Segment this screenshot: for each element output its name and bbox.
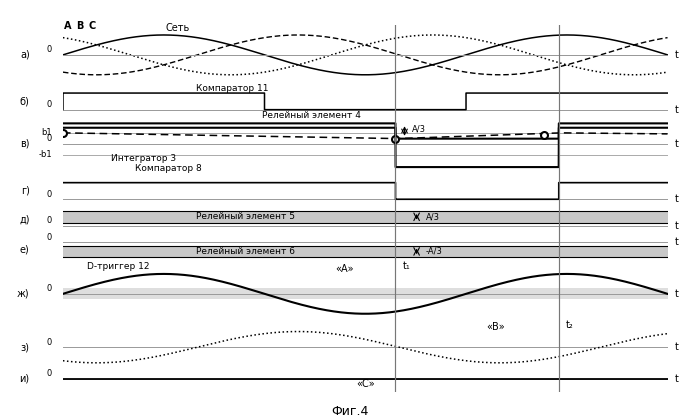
Text: t: t: [675, 139, 679, 149]
Bar: [63, 246, 668, 257]
Text: t: t: [675, 342, 679, 352]
Text: «А»: «А»: [335, 264, 354, 274]
Text: 0: 0: [47, 45, 52, 54]
Text: D-триггер 12: D-триггер 12: [87, 262, 150, 271]
Text: 0: 0: [47, 337, 52, 347]
Text: t₂: t₂: [566, 319, 574, 329]
Text: A: A: [64, 21, 71, 31]
Text: е): е): [20, 244, 29, 254]
Text: ж): ж): [17, 289, 29, 299]
Text: t: t: [675, 105, 679, 115]
Text: C: C: [88, 21, 96, 31]
Text: Компаратор 11: Компаратор 11: [196, 83, 268, 93]
Text: t₁: t₁: [403, 261, 410, 271]
Text: 0: 0: [47, 233, 52, 242]
Text: Релейный элемент 4: Релейный элемент 4: [262, 111, 361, 120]
Text: «С»: «С»: [356, 379, 375, 389]
Text: t: t: [675, 194, 679, 204]
Text: в): в): [20, 139, 29, 149]
Text: Сеть: Сеть: [166, 23, 190, 33]
Text: Фиг.4: Фиг.4: [331, 405, 368, 417]
Text: б): б): [20, 96, 29, 106]
Text: Компаратор 8: Компаратор 8: [136, 164, 202, 173]
Text: Интегратор 3: Интегратор 3: [111, 153, 176, 163]
Text: t: t: [675, 221, 679, 231]
Text: г): г): [21, 186, 29, 196]
Text: t: t: [675, 50, 679, 60]
Bar: [63, 211, 668, 223]
Text: t: t: [675, 237, 679, 247]
Text: 0: 0: [47, 134, 52, 143]
Text: 0: 0: [47, 100, 52, 109]
Text: B: B: [76, 21, 83, 31]
Text: Релейный элемент 6: Релейный элемент 6: [196, 247, 295, 256]
Text: 0: 0: [47, 190, 52, 198]
Bar: [63, 288, 668, 299]
Text: д): д): [19, 214, 29, 224]
Text: 0: 0: [47, 369, 52, 378]
Text: t: t: [675, 289, 679, 299]
Text: t: t: [675, 374, 679, 384]
Text: -b1: -b1: [38, 150, 52, 159]
Text: b1: b1: [41, 128, 52, 137]
Text: A/3: A/3: [426, 212, 440, 221]
Text: A/3: A/3: [412, 124, 426, 133]
Text: и): и): [20, 374, 29, 384]
Text: 0: 0: [47, 216, 52, 226]
Text: -A/3: -A/3: [426, 247, 442, 256]
Text: «В»: «В»: [487, 322, 505, 332]
Text: 0: 0: [47, 284, 52, 293]
Text: Релейный элемент 5: Релейный элемент 5: [196, 212, 295, 221]
Text: з): з): [21, 342, 29, 352]
Text: а): а): [20, 50, 29, 60]
